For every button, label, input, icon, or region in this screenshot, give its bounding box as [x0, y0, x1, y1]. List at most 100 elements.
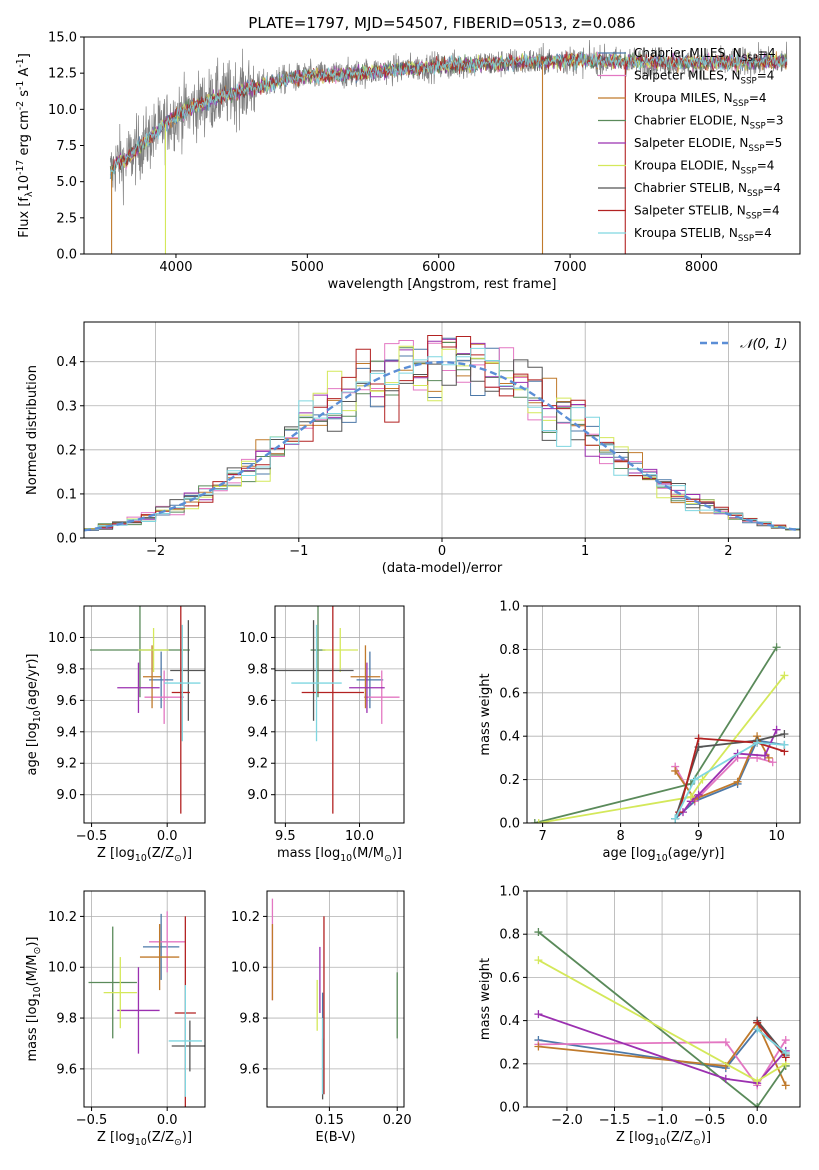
weight-marker-2 [781, 1081, 790, 1090]
weight-marker-4 [694, 790, 703, 799]
y-tick-label: 0.4 [499, 1014, 520, 1029]
legend-entry-1: Salpeter MILES, NSSP​=4 [634, 69, 774, 87]
weight-marker-4 [721, 1074, 730, 1083]
histogram-series-6 [84, 353, 800, 531]
x-tick-label: 0.0 [157, 1113, 178, 1128]
x-axis-label: mass [log10​(M/M⊙​)] [277, 846, 402, 864]
weight-line-8 [756, 1028, 787, 1054]
y-tick-label: 9.4 [56, 725, 77, 740]
weight-line-4 [682, 729, 778, 813]
y-tick-label: 0.8 [499, 928, 520, 943]
x-tick-label: 8000 [685, 260, 718, 275]
y-tick-label: 0.6 [499, 686, 520, 701]
weight-marker-3 [534, 928, 543, 937]
x-axis-label: Z [log10​(Z/Z⊙​)] [97, 846, 192, 864]
axes-frame-mass_vs_age [274, 605, 405, 824]
y-tick-label: 2.5 [56, 211, 77, 226]
y-tick-label: 0.0 [56, 248, 77, 263]
y-tick-label: 9.6 [56, 1062, 77, 1077]
panel-mass_vs_age [275, 606, 404, 823]
x-tick-label: 0.0 [747, 1113, 768, 1128]
y-axis-label: Flux [fλ​10-17​ erg cm-2​ s-1​ A-1​] [15, 53, 35, 238]
legend-normal-label: 𝒩(0, 1) [740, 337, 787, 352]
weight-line-3 [534, 646, 778, 823]
y-tick-label: 9.8 [239, 1012, 260, 1027]
y-tick-label: 0.2 [499, 773, 520, 788]
axes-frame-z_vs_age [83, 605, 206, 824]
y-axis-label: mass weight [478, 958, 493, 1040]
y-tick-label: 0.3 [56, 399, 77, 414]
model-spectrum-8 [109, 51, 787, 178]
y-tick-label: 15.0 [48, 31, 77, 46]
x-axis-label: E(B-V) [315, 1130, 355, 1145]
axes-frame-z_vs_weight [526, 890, 801, 1108]
weight-marker-3 [753, 1103, 762, 1107]
y-tick-label: 9.0 [56, 788, 77, 803]
x-tick-label: 10.0 [345, 829, 374, 844]
y-tick-label: 10.2 [48, 910, 77, 925]
weight-marker-2 [733, 777, 742, 786]
y-axis-label: mass [log10​(M/M⊙​)] [25, 937, 43, 1062]
figure-title: PLATE=1797, MJD=54507, FIBERID=0513, z=0… [248, 14, 635, 32]
y-tick-label: 9.0 [247, 788, 268, 803]
y-tick-label: 0.2 [56, 443, 77, 458]
y-tick-label: 9.6 [239, 1062, 260, 1077]
y-axis-label: mass weight [478, 673, 493, 755]
legend-entry-7: Salpeter STELIB, NSSP​=4 [634, 204, 780, 222]
y-tick-label: 9.6 [247, 694, 268, 709]
x-tick-label: 10 [768, 829, 785, 844]
weight-marker-8 [753, 1025, 762, 1034]
x-tick-label: 5000 [291, 260, 324, 275]
y-tick-label: 10.0 [231, 961, 260, 976]
y-tick-label: 12.5 [48, 67, 77, 82]
histogram-series-7 [84, 335, 800, 530]
y-tick-label: 9.8 [56, 662, 77, 677]
weight-line-1 [538, 1039, 787, 1088]
panel-z_vs_mass [84, 891, 205, 1107]
normal-curve [84, 360, 800, 532]
x-tick-label: 7 [538, 829, 546, 844]
x-axis-label: (data-model)/error [382, 561, 503, 576]
y-tick-label: 5.0 [56, 175, 77, 190]
x-tick-label: −0.5 [76, 829, 108, 844]
weight-marker-8 [753, 738, 762, 747]
weight-marker-5 [534, 956, 543, 965]
axes-frame-z_vs_mass [83, 890, 206, 1108]
legend-entry-3: Chabrier ELODIE, NSSP​=3 [634, 114, 783, 132]
x-tick-label: −1.5 [599, 1113, 631, 1128]
weight-marker-1 [781, 1036, 790, 1045]
x-axis-label: Z [log10​(Z/Z⊙​)] [616, 1130, 711, 1148]
y-tick-label: 10.0 [48, 103, 77, 118]
x-tick-label: 9.5 [275, 829, 296, 844]
axes-frame-age_vs_weight [526, 605, 801, 824]
weight-marker-4 [760, 751, 769, 760]
weight-line-5 [538, 674, 786, 823]
x-tick-label: 6000 [422, 260, 455, 275]
weight-marker-5 [753, 1077, 762, 1086]
legend-entry-8: Kroupa STELIB, NSSP​=4 [634, 226, 772, 244]
y-tick-label: 10.0 [48, 961, 77, 976]
panel-ebv_vs_mass [267, 891, 404, 1107]
weight-marker-8 [781, 1049, 790, 1057]
weight-marker-3 [530, 819, 539, 823]
y-tick-label: 9.2 [56, 757, 77, 772]
weight-marker-5 [780, 671, 789, 680]
y-tick-label: 9.4 [247, 725, 268, 740]
weight-marker-1 [768, 758, 777, 767]
y-tick-label: 9.8 [247, 662, 268, 677]
y-tick-label: 0.8 [499, 643, 520, 658]
x-tick-label: 4000 [159, 260, 192, 275]
y-tick-label: 0.1 [56, 487, 77, 502]
y-tick-label: 0.4 [499, 730, 520, 745]
y-tick-label: 0.6 [499, 971, 520, 986]
weight-marker-1 [721, 1038, 730, 1047]
legend-entry-2: Kroupa MILES, NSSP​=4 [634, 91, 767, 109]
y-tick-label: 0.0 [499, 1101, 520, 1116]
x-axis-label: wavelength [Angstrom, rest frame] [328, 277, 557, 292]
axes-frame-ebv_vs_mass [266, 890, 405, 1108]
weight-marker-6 [780, 730, 789, 739]
weight-line-7 [678, 737, 785, 813]
weight-marker-5 [698, 775, 707, 784]
weight-line-8 [674, 741, 785, 820]
